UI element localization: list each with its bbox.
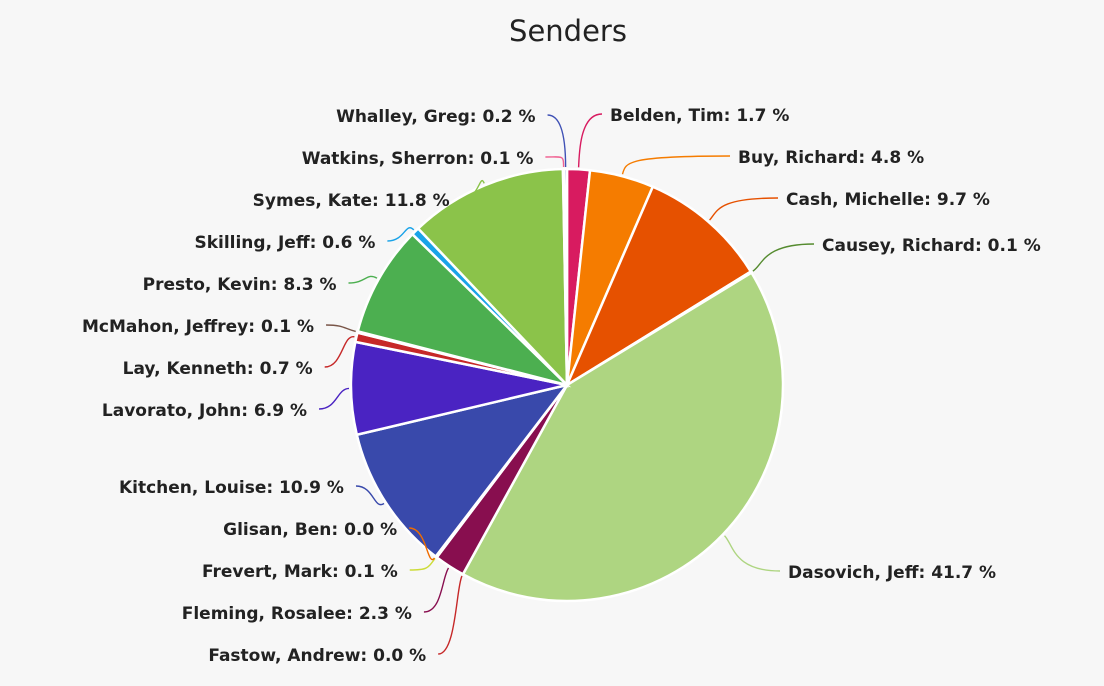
leader-line-frevert-mark — [409, 558, 436, 571]
data-label-presto-kevin: Presto, Kevin: 8.3 % — [143, 275, 337, 295]
data-label-symes-kate: Symes, Kate: 11.8 % — [253, 191, 450, 211]
leader-line-fleming-rosalee — [423, 567, 450, 613]
data-label-watkins-sherron: Watkins, Sherron: 0.1 % — [302, 149, 534, 169]
leader-line-buy-richard — [621, 155, 731, 175]
leader-line-whalley-greg — [547, 114, 567, 168]
data-label-whalley-greg: Whalley, Greg: 0.2 % — [336, 107, 535, 127]
pie-slices — [349, 167, 785, 603]
data-label-fastow-andrew: Fastow, Andrew: 0.0 % — [208, 646, 426, 666]
leader-line-glisan-ben — [409, 527, 436, 561]
leader-line-presto-kevin — [348, 275, 378, 284]
data-label-causey-richard: Causey, Richard: 0.1 % — [822, 236, 1041, 256]
leader-line-belden-tim — [577, 113, 603, 168]
data-label-lavorato-john: Lavorato, John: 6.9 % — [102, 401, 307, 421]
data-label-kitchen-louise: Kitchen, Louise: 10.9 % — [119, 478, 344, 498]
pie-slice-dasovich-jeff[interactable] — [461, 271, 785, 603]
data-label-frevert-mark: Frevert, Mark: 0.1 % — [202, 562, 398, 582]
leader-line-lavorato-john — [318, 387, 350, 410]
leader-line-watkins-sherron — [545, 156, 565, 168]
data-label-lay-kenneth: Lay, Kenneth: 0.7 % — [123, 359, 313, 379]
chart-title: Senders — [509, 14, 627, 48]
leader-line-dasovich-jeff — [723, 535, 781, 572]
pie-slice-cash-michelle[interactable] — [564, 185, 753, 389]
pie-slice-whalley-greg[interactable] — [563, 167, 569, 386]
data-label-skilling-jeff: Skilling, Jeff: 0.6 % — [194, 233, 375, 253]
leader-line-fastow-andrew — [437, 575, 463, 655]
data-label-fleming-rosalee: Fleming, Rosalee: 2.3 % — [182, 604, 412, 624]
pie-slice-kitchen-louise[interactable] — [355, 382, 571, 559]
leader-line-mcmahon-jeffrey — [326, 324, 356, 333]
data-labels: Belden, Tim: 1.7 % Buy, Richard: 4.8 % Cas… — [82, 106, 1041, 666]
data-label-belden-tim: Belden, Tim: 1.7 % — [610, 106, 789, 126]
leader-lines — [318, 113, 815, 655]
pie-slice-symes-kate[interactable] — [416, 167, 569, 389]
data-label-buy-richard: Buy, Richard: 4.8 % — [738, 148, 924, 168]
data-label-cash-michelle: Cash, Michelle: 9.7 % — [786, 190, 990, 210]
data-label-dasovich-jeff: Dasovich, Jeff: 41.7 % — [788, 563, 996, 583]
leader-line-symes-kate — [461, 180, 485, 200]
data-label-mcmahon-jeffrey: McMahon, Jeffrey: 0.1 % — [82, 317, 314, 337]
pie-slice-presto-kevin[interactable] — [356, 232, 572, 388]
leader-line-skilling-jeff — [387, 227, 415, 242]
leader-line-cash-michelle — [709, 197, 779, 221]
leader-line-causey-richard — [752, 243, 815, 272]
data-label-glisan-ben: Glisan, Ben: 0.0 % — [223, 520, 397, 540]
leader-line-lay-kenneth — [324, 336, 355, 368]
leader-line-kitchen-louise — [355, 485, 385, 506]
